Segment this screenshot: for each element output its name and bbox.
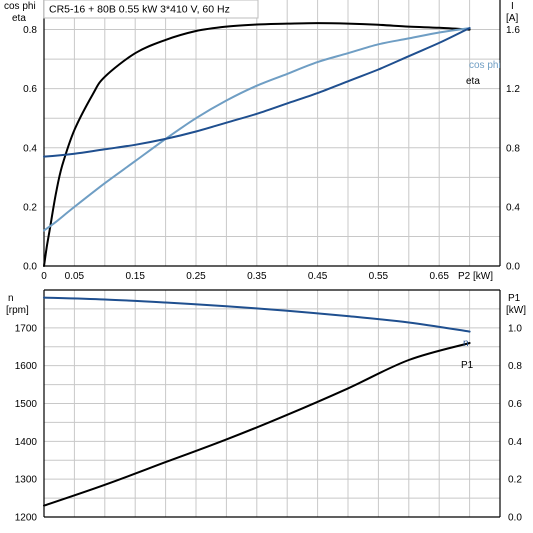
bottom-right-ylabel-line2: [kW]	[506, 305, 526, 316]
top-right-y-tick-label: 0.8	[506, 143, 520, 154]
top-panel-grid	[43, 0, 501, 267]
chart-title: CR5-16 + 80B 0.55 kW 3*410 V, 60 Hz	[49, 4, 230, 16]
bottom-right-y-tick-label: 0.8	[508, 361, 522, 372]
bottom-left-y-tick-label: 1700	[15, 323, 38, 334]
eta-curve	[43, 22, 471, 267]
axis-ticks: 0 0.05 0.15 0.25 0.35 0.45 0.55 0.65 0.0 0.2 0.4 0.…	[15, 25, 523, 523]
bottom-panel-grid	[43, 289, 501, 518]
bottom-right-y-tick-label: 1.0	[508, 323, 522, 334]
cos-phi-curve	[43, 27, 471, 232]
p1-curve-label: P1	[461, 360, 474, 371]
top-x-tick-label: 0.55	[369, 271, 389, 282]
cos-phi-curve-label: cos phi	[469, 60, 501, 71]
bottom-left-y-tick-label: 1500	[15, 399, 38, 410]
bottom-right-y-tick-label: 0.6	[508, 399, 522, 410]
top-right-y-tick-label: 0.0	[506, 262, 520, 273]
top-left-y-tick-label: 0.8	[23, 25, 37, 36]
n-curve-label: n	[463, 338, 469, 349]
bottom-right-y-tick-label: 0.2	[508, 475, 522, 486]
top-left-y-tick-label: 0.0	[23, 262, 37, 273]
bottom-panel-curves	[43, 296, 471, 507]
bottom-left-y-tick-label: 1300	[15, 475, 38, 486]
top-x-tick-label: 0.25	[186, 271, 206, 282]
top-right-y-tick-label: 1.6	[506, 25, 520, 36]
bottom-left-y-tick-label: 1200	[15, 513, 38, 524]
top-right-ylabel-line1: I	[511, 1, 514, 12]
top-x-tick-label: 0.05	[65, 271, 85, 282]
top-x-tick-label: 0	[41, 271, 47, 282]
bottom-left-y-tick-label: 1600	[15, 361, 38, 372]
top-x-tick-label: 0.15	[125, 271, 145, 282]
top-left-y-tick-label: 0.4	[23, 143, 37, 154]
top-right-ylabel-line2: [A]	[506, 13, 518, 24]
top-right-y-tick-label: 0.4	[506, 202, 520, 213]
top-left-y-tick-label: 0.2	[23, 202, 37, 213]
p1-curve	[43, 342, 471, 507]
top-left-ylabel-line2: eta	[12, 13, 26, 24]
top-left-ylabel-line1: cos phi	[4, 1, 36, 12]
speed-curve	[43, 296, 471, 333]
bottom-right-y-tick-label: 0.4	[508, 437, 522, 448]
eta-curve-label: eta	[466, 76, 480, 87]
top-x-tick-label: 0.45	[308, 271, 328, 282]
top-xlabel: P2 [kW]	[458, 271, 493, 282]
bottom-left-ylabel-line1: n	[8, 293, 14, 304]
top-x-tick-label: 0.35	[247, 271, 267, 282]
title-box	[43, 0, 259, 19]
top-panel-curves	[43, 22, 471, 267]
bottom-left-ylabel-line2: [rpm]	[6, 305, 29, 316]
current-curve	[43, 27, 471, 158]
bottom-right-y-tick-label: 0.0	[508, 513, 522, 524]
top-left-y-tick-label: 0.6	[23, 84, 37, 95]
top-x-tick-label: 0.65	[429, 271, 449, 282]
bottom-right-ylabel-line1: P1	[508, 293, 521, 304]
bottom-left-y-tick-label: 1400	[15, 437, 38, 448]
top-right-y-tick-label: 1.2	[506, 84, 520, 95]
